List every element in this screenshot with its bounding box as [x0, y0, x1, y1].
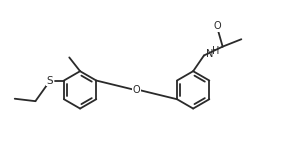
Text: S: S — [47, 76, 54, 85]
Text: N: N — [206, 50, 213, 59]
Text: O: O — [133, 85, 141, 95]
Text: H: H — [212, 46, 220, 56]
Text: O: O — [214, 21, 221, 32]
